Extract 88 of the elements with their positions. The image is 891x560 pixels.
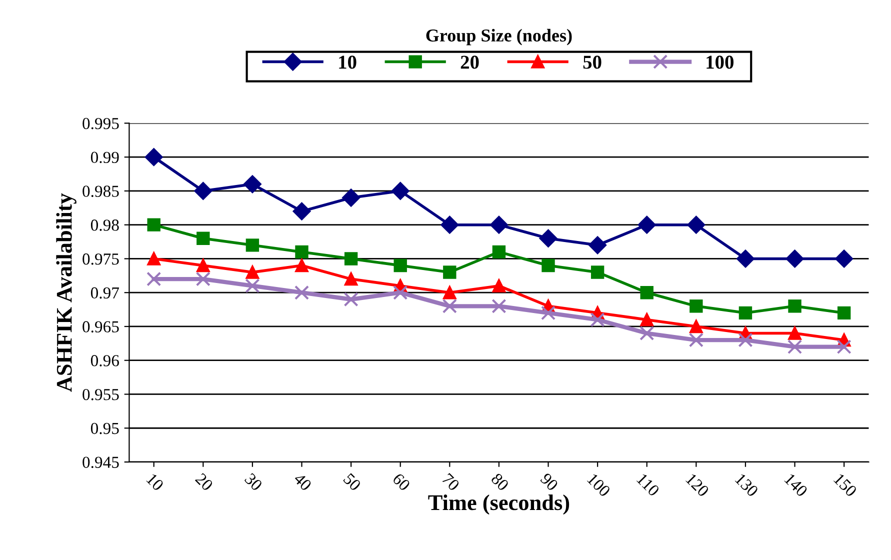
point [687,216,706,234]
x-tick-label: 130 [734,473,759,498]
point [196,232,210,245]
point [837,306,851,320]
y-tick-label: 0.99 [90,152,119,164]
point [836,340,852,354]
x-tick-label: 90 [540,472,559,492]
point [492,298,506,314]
point [393,285,408,300]
point [443,286,456,300]
y-tick-label: 0.96 [90,355,119,366]
point [246,238,260,252]
point [590,266,604,279]
point [295,245,308,259]
point [295,258,308,272]
point [736,250,754,268]
point [786,250,804,268]
legend-label: 50 [583,56,602,69]
point [196,258,210,272]
point [542,258,555,272]
y-axis-title: ASHFIK Availability [56,193,76,392]
x-tick-label: 30 [244,472,263,492]
x-tick-label: 20 [194,472,214,492]
point [788,300,802,313]
point [442,298,457,314]
point [194,182,212,200]
point [640,286,654,300]
point [344,252,358,266]
x-tick-label: 100 [586,473,611,498]
point [344,292,358,307]
point [292,202,311,220]
y-tick-label: 0.965 [82,321,119,332]
point [344,272,358,286]
point [394,258,407,272]
point [787,340,802,354]
x-tick-label: 40 [293,472,312,492]
x-tick-label: 70 [442,472,460,492]
point [738,306,752,320]
x-tick-label: 80 [490,472,510,492]
point [688,332,704,348]
point [539,229,558,248]
legend-title: Group Size (nodes) [426,28,572,46]
point [540,306,556,320]
y-tick-label: 0.955 [82,388,119,400]
point [638,216,656,234]
point [146,272,162,286]
point [443,266,456,279]
point [147,252,160,266]
legend-label: 10 [339,56,356,69]
point [196,272,210,286]
legend-label: 20 [460,56,479,69]
point [144,148,163,166]
point [244,175,262,194]
legend-label: 100 [706,56,734,69]
x-axis-title: Time (seconds) [428,494,570,515]
point [640,326,654,341]
point [147,218,160,232]
point [440,216,459,234]
point [588,236,606,254]
point [738,332,753,348]
point [690,300,703,313]
x-tick-label: 110 [636,473,660,497]
point [245,278,260,294]
point [690,320,703,334]
y-tick-label: 0.97 [90,287,119,299]
y-tick-label: 0.975 [82,253,119,265]
y-tick-label: 0.95 [90,422,119,434]
y-tick-label: 0.995 [82,118,119,130]
point [788,326,802,340]
point [640,313,654,326]
point [294,285,310,300]
x-tick-label: 150 [833,473,858,498]
x-tick-label: 60 [392,472,411,492]
point [246,266,260,279]
y-tick-label: 0.945 [82,456,119,468]
x-tick-label: 140 [784,473,808,498]
x-tick-label: 10 [146,473,164,492]
y-tick-label: 0.985 [82,186,119,197]
x-tick-label: 120 [685,473,710,498]
x-tick-label: 50 [342,472,362,492]
point [492,245,506,259]
point [342,188,360,207]
point [492,279,506,292]
point [835,250,853,268]
point [590,312,605,327]
y-tick-label: 0.98 [90,220,119,231]
point [490,216,508,234]
point [391,182,410,200]
